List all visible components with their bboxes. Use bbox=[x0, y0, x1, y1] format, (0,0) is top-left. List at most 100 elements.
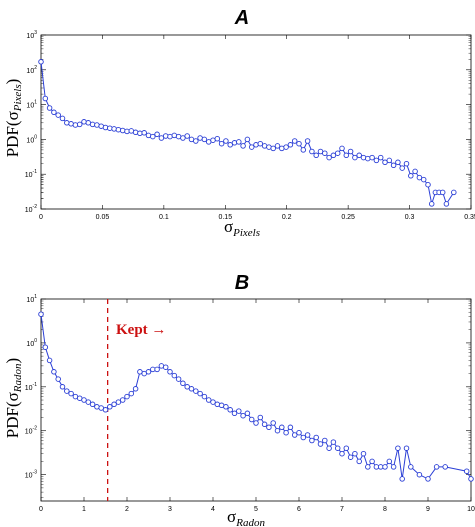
panel-b-data-point bbox=[317, 441, 324, 447]
panel-b-data-point bbox=[360, 450, 367, 457]
panel-a-data-point bbox=[425, 181, 431, 188]
panel-a-data-point bbox=[428, 201, 435, 207]
panel-a-data-point bbox=[76, 121, 83, 128]
panel-b-xtick-label: 5 bbox=[254, 506, 258, 513]
panel-b-data-point bbox=[107, 404, 113, 410]
panel-a-xtick-label: 0 bbox=[39, 214, 43, 221]
panel-b-data-point bbox=[223, 404, 229, 410]
panel-b-data-point bbox=[145, 369, 152, 375]
panel-a-data-point bbox=[347, 148, 354, 155]
panel-b-data-point bbox=[162, 364, 169, 370]
panel-a-data-point bbox=[141, 130, 147, 136]
panel-b-data-point bbox=[309, 437, 315, 444]
panel-a-series bbox=[38, 59, 457, 207]
panel-b-data-point bbox=[266, 424, 272, 431]
panel-b-data-point bbox=[46, 357, 53, 364]
panel-b-data-point bbox=[184, 384, 190, 390]
panel-b-xtick-label: 0 bbox=[39, 506, 43, 513]
panel-a-data-point bbox=[236, 139, 242, 145]
panel-a-data-point bbox=[304, 138, 311, 144]
panel-b-data-point bbox=[201, 393, 208, 400]
panel-b-data-point bbox=[180, 380, 186, 387]
panel-a-data-point bbox=[111, 126, 117, 132]
panel-b-xtick-label: 3 bbox=[168, 506, 172, 513]
panel-b-data-point bbox=[468, 476, 474, 482]
panel-b-data-point bbox=[270, 420, 276, 426]
panel-b-xtick-label: 7 bbox=[340, 506, 344, 513]
panel-a-xtick-label: 0.25 bbox=[341, 214, 355, 221]
panel-a-ticks: 0 0.05 0.1 0.15 0.2 0.25 0.3 0.35 10-2 10-1 100 101… bbox=[25, 30, 475, 221]
panel-b-ytick-label: 10-3 bbox=[25, 470, 37, 480]
panel-a-xtick-label: 0.05 bbox=[96, 214, 110, 221]
panel-a-xtick-label: 0.35 bbox=[464, 214, 475, 221]
panel-b-data-point bbox=[248, 416, 255, 423]
panel-a-data-point bbox=[343, 152, 350, 159]
panel-a-data-point bbox=[89, 121, 96, 128]
panel-b-series-line bbox=[40, 314, 472, 480]
panel-a-data-point bbox=[42, 95, 49, 102]
panel-b-data-point bbox=[227, 407, 233, 413]
panel-a-data-point bbox=[162, 133, 169, 139]
panel-a-data-point bbox=[373, 157, 380, 164]
panel-a-data-point bbox=[184, 133, 190, 139]
panel-a-ytick-label: 103 bbox=[26, 30, 37, 40]
panel-b-ticks: 0 1 2 3 4 5 6 7 8 9 10 10-3 10-2 10-1 100 101 bbox=[25, 294, 475, 513]
panel-a-xtick-label: 0.15 bbox=[218, 214, 232, 221]
panel-b-data-point bbox=[283, 429, 289, 436]
panel-a-data-point bbox=[231, 140, 238, 146]
panel-a-data-point bbox=[132, 129, 139, 136]
panel-b-data-point bbox=[42, 344, 49, 350]
panel-a-data-point bbox=[150, 133, 156, 140]
panel-b-data-point bbox=[339, 450, 345, 457]
panel-b-data-point bbox=[300, 434, 307, 441]
panel-b-data-point bbox=[343, 445, 350, 451]
panel-b-data-point bbox=[425, 476, 431, 482]
panel-a-data-point bbox=[102, 124, 109, 131]
panel-a-data-point bbox=[300, 147, 307, 153]
panel-b-data-point bbox=[55, 376, 61, 382]
panel-a: A 0 0.05 0.1 0.15 0.2 0.25 0.3 0.35 10-2 10-1 100 1… bbox=[3, 7, 475, 239]
panel-a-data-point bbox=[270, 145, 276, 152]
panel-b-data-point bbox=[188, 386, 195, 392]
panel-a-data-point bbox=[403, 160, 410, 167]
panel-a-data-point bbox=[274, 143, 281, 149]
panel-b-data-point bbox=[395, 445, 401, 451]
panel-a-data-point bbox=[283, 144, 289, 150]
panel-b-data-point bbox=[214, 401, 221, 408]
panel-b-data-point bbox=[167, 369, 173, 375]
panel-b-data-point bbox=[330, 439, 337, 445]
panel-a-data-point bbox=[64, 120, 70, 126]
panel-b-ytick-label: 10-1 bbox=[25, 382, 37, 392]
panel-a-xtick-label: 0.1 bbox=[159, 214, 169, 221]
panel-b-xtick-label: 10 bbox=[467, 506, 475, 513]
panel-a-data-point bbox=[257, 140, 264, 147]
panel-a-data-point bbox=[395, 159, 401, 166]
panel-a-data-point bbox=[81, 119, 87, 125]
panel-a-data-point bbox=[38, 59, 44, 65]
panel-b-data-point bbox=[253, 420, 259, 426]
panel-a-data-point bbox=[408, 173, 414, 179]
panel-b-data-point bbox=[115, 399, 122, 405]
panel-a-data-point bbox=[201, 136, 208, 143]
panel-a-data-point bbox=[244, 136, 251, 143]
panel-b-data-point bbox=[257, 414, 264, 421]
panel-b-data-point bbox=[399, 476, 405, 482]
panel-b-data-point bbox=[68, 390, 74, 397]
panel-b-data-point bbox=[231, 410, 238, 417]
panel-b-data-point bbox=[89, 401, 96, 408]
panel-b-data-point bbox=[154, 366, 160, 373]
panel-a-data-point bbox=[55, 112, 61, 118]
panel-a-data-point bbox=[382, 159, 388, 166]
panel-b-data-point bbox=[386, 458, 393, 465]
panel-b-xtick-label: 1 bbox=[82, 506, 86, 513]
panel-b-data-point bbox=[369, 458, 375, 465]
panel-a-data-point bbox=[420, 176, 427, 183]
panel-a-data-point bbox=[326, 154, 332, 161]
panel-b-data-point bbox=[205, 397, 212, 403]
panel-b-data-point bbox=[326, 445, 332, 451]
panel-a-data-point bbox=[291, 138, 298, 144]
panel-a-data-point bbox=[72, 122, 79, 128]
panel-b-xtick-label: 2 bbox=[125, 506, 129, 513]
panel-a-xlabel: σPixels bbox=[224, 217, 260, 239]
